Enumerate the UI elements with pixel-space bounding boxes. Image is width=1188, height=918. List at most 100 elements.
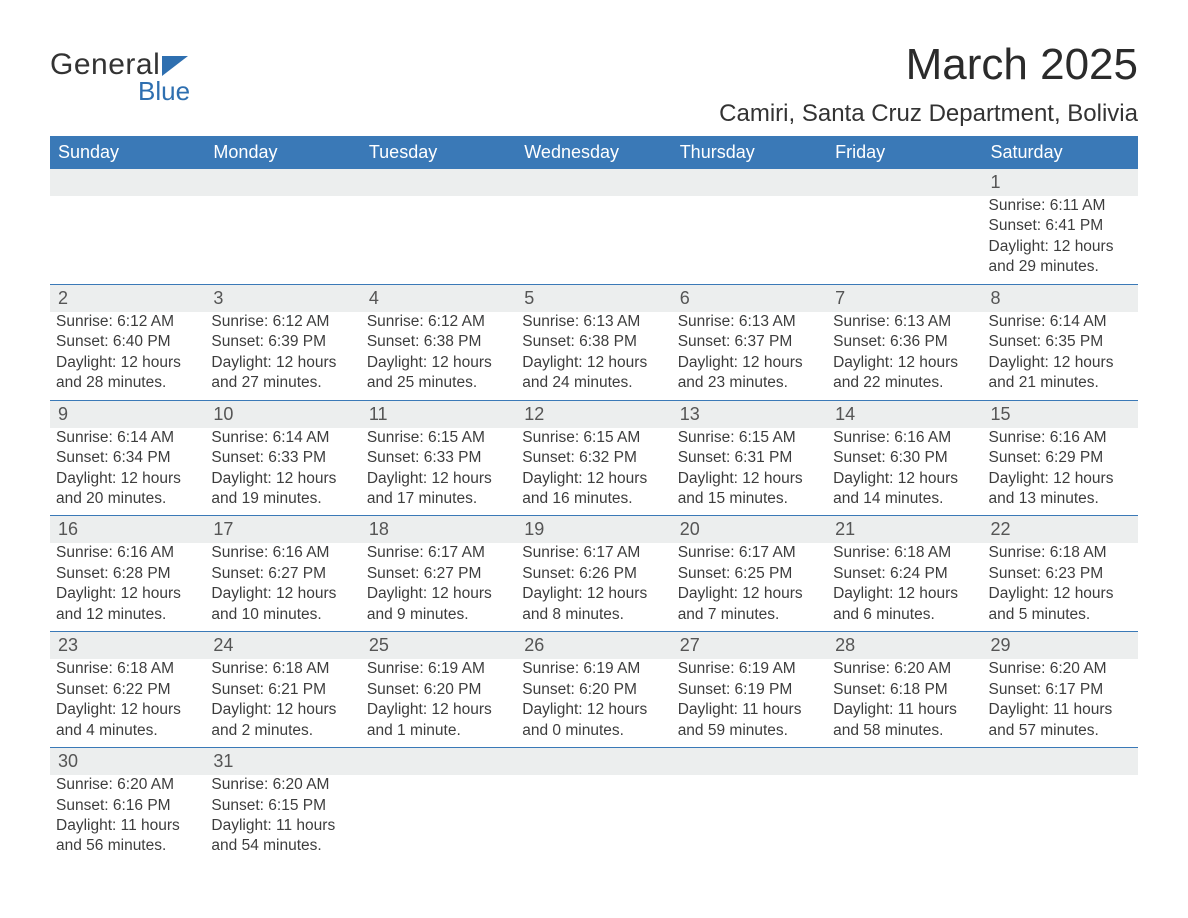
sunset-text: Sunset: 6:19 PM <box>678 680 821 700</box>
sunset-text: Sunset: 6:30 PM <box>833 448 976 468</box>
sunrise-text: Sunrise: 6:18 AM <box>211 659 354 679</box>
daylight-text: Daylight: 12 hours <box>56 584 199 604</box>
daylight-text: Daylight: 12 hours <box>56 700 199 720</box>
day-cell: Sunrise: 6:20 AMSunset: 6:15 PMDaylight:… <box>205 775 360 863</box>
day-number: 26 <box>516 632 671 659</box>
sunrise-text: Sunrise: 6:20 AM <box>211 775 354 795</box>
logo: General Blue <box>50 48 190 107</box>
day-cell: Sunrise: 6:18 AMSunset: 6:24 PMDaylight:… <box>827 543 982 631</box>
daylight-text: and 19 minutes. <box>211 489 354 509</box>
daylight-text: Daylight: 12 hours <box>833 353 976 373</box>
sunrise-text: Sunrise: 6:14 AM <box>211 428 354 448</box>
day-number <box>672 748 827 775</box>
day-header: Tuesday <box>361 136 516 169</box>
day-cell: Sunrise: 6:11 AMSunset: 6:41 PMDaylight:… <box>983 196 1138 284</box>
day-cell: Sunrise: 6:20 AMSunset: 6:17 PMDaylight:… <box>983 659 1138 747</box>
logo-triangle-icon <box>162 56 188 76</box>
daylight-text: and 16 minutes. <box>522 489 665 509</box>
day-cell: Sunrise: 6:16 AMSunset: 6:27 PMDaylight:… <box>205 543 360 631</box>
daylight-text: Daylight: 12 hours <box>211 700 354 720</box>
sunrise-text: Sunrise: 6:14 AM <box>56 428 199 448</box>
sunset-text: Sunset: 6:39 PM <box>211 332 354 352</box>
sunrise-text: Sunrise: 6:16 AM <box>833 428 976 448</box>
sunset-text: Sunset: 6:22 PM <box>56 680 199 700</box>
day-number: 23 <box>50 632 205 659</box>
day-header: Monday <box>205 136 360 169</box>
sunset-text: Sunset: 6:21 PM <box>211 680 354 700</box>
sunrise-text: Sunrise: 6:19 AM <box>522 659 665 679</box>
sunset-text: Sunset: 6:24 PM <box>833 564 976 584</box>
daylight-text: Daylight: 12 hours <box>367 469 510 489</box>
sunset-text: Sunset: 6:18 PM <box>833 680 976 700</box>
day-cell <box>827 196 982 284</box>
day-cell: Sunrise: 6:14 AMSunset: 6:33 PMDaylight:… <box>205 428 360 516</box>
logo-text-bottom: Blue <box>138 76 190 107</box>
sunset-text: Sunset: 6:17 PM <box>989 680 1132 700</box>
sunset-text: Sunset: 6:31 PM <box>678 448 821 468</box>
day-cell: Sunrise: 6:13 AMSunset: 6:38 PMDaylight:… <box>516 312 671 400</box>
day-cell: Sunrise: 6:19 AMSunset: 6:20 PMDaylight:… <box>516 659 671 747</box>
day-cell: Sunrise: 6:14 AMSunset: 6:34 PMDaylight:… <box>50 428 205 516</box>
daylight-text: and 8 minutes. <box>522 605 665 625</box>
daylight-text: and 24 minutes. <box>522 373 665 393</box>
day-number: 18 <box>361 516 516 543</box>
day-number <box>205 169 360 196</box>
day-number: 15 <box>983 401 1138 428</box>
sunset-text: Sunset: 6:15 PM <box>211 796 354 816</box>
daylight-text: and 2 minutes. <box>211 721 354 741</box>
day-number: 10 <box>205 401 360 428</box>
day-number: 27 <box>672 632 827 659</box>
day-number-row: 1 <box>50 169 1138 196</box>
daylight-text: and 0 minutes. <box>522 721 665 741</box>
sunrise-text: Sunrise: 6:17 AM <box>367 543 510 563</box>
daylight-text: and 27 minutes. <box>211 373 354 393</box>
sunrise-text: Sunrise: 6:16 AM <box>211 543 354 563</box>
sunrise-text: Sunrise: 6:13 AM <box>833 312 976 332</box>
day-number: 24 <box>205 632 360 659</box>
daylight-text: and 5 minutes. <box>989 605 1132 625</box>
day-number <box>361 748 516 775</box>
day-header: Thursday <box>672 136 827 169</box>
sunrise-text: Sunrise: 6:17 AM <box>522 543 665 563</box>
day-cell: Sunrise: 6:17 AMSunset: 6:26 PMDaylight:… <box>516 543 671 631</box>
sunrise-text: Sunrise: 6:19 AM <box>678 659 821 679</box>
sunrise-text: Sunrise: 6:14 AM <box>989 312 1132 332</box>
daylight-text: and 15 minutes. <box>678 489 821 509</box>
sunrise-text: Sunrise: 6:15 AM <box>678 428 821 448</box>
day-cell: Sunrise: 6:18 AMSunset: 6:22 PMDaylight:… <box>50 659 205 747</box>
sunset-text: Sunset: 6:37 PM <box>678 332 821 352</box>
daylight-text: Daylight: 12 hours <box>211 584 354 604</box>
day-number: 13 <box>672 401 827 428</box>
week-row: Sunrise: 6:11 AMSunset: 6:41 PMDaylight:… <box>50 196 1138 284</box>
day-number: 22 <box>983 516 1138 543</box>
daylight-text: and 1 minute. <box>367 721 510 741</box>
day-cell: Sunrise: 6:15 AMSunset: 6:32 PMDaylight:… <box>516 428 671 516</box>
daylight-text: and 12 minutes. <box>56 605 199 625</box>
sunset-text: Sunset: 6:38 PM <box>367 332 510 352</box>
day-number: 12 <box>516 401 671 428</box>
sunrise-text: Sunrise: 6:15 AM <box>522 428 665 448</box>
day-cell <box>205 196 360 284</box>
sunrise-text: Sunrise: 6:15 AM <box>367 428 510 448</box>
day-number: 16 <box>50 516 205 543</box>
daylight-text: Daylight: 12 hours <box>989 584 1132 604</box>
day-number: 11 <box>361 401 516 428</box>
day-cell <box>361 196 516 284</box>
daylight-text: Daylight: 12 hours <box>367 584 510 604</box>
day-cell: Sunrise: 6:16 AMSunset: 6:29 PMDaylight:… <box>983 428 1138 516</box>
day-cell <box>672 775 827 863</box>
day-number <box>50 169 205 196</box>
day-number-row: 16171819202122 <box>50 515 1138 543</box>
day-number: 7 <box>827 285 982 312</box>
day-cell: Sunrise: 6:20 AMSunset: 6:16 PMDaylight:… <box>50 775 205 863</box>
week-row: Sunrise: 6:18 AMSunset: 6:22 PMDaylight:… <box>50 659 1138 747</box>
header: General Blue March 2025 Camiri, Santa Cr… <box>50 40 1138 128</box>
daylight-text: Daylight: 12 hours <box>522 700 665 720</box>
day-cell: Sunrise: 6:16 AMSunset: 6:28 PMDaylight:… <box>50 543 205 631</box>
day-number: 1 <box>983 169 1138 196</box>
day-cell: Sunrise: 6:18 AMSunset: 6:23 PMDaylight:… <box>983 543 1138 631</box>
daylight-text: and 21 minutes. <box>989 373 1132 393</box>
day-number: 19 <box>516 516 671 543</box>
daylight-text: Daylight: 12 hours <box>989 469 1132 489</box>
day-number: 2 <box>50 285 205 312</box>
